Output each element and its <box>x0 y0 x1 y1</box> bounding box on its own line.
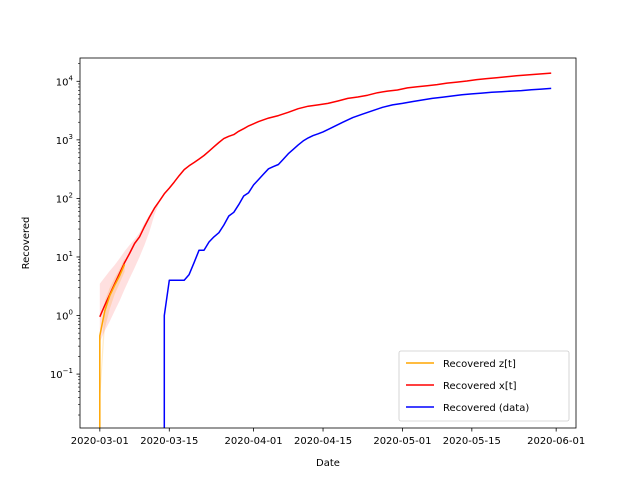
legend-box <box>398 350 570 422</box>
y-tick-label: 10−1 <box>50 367 73 381</box>
series-line-0 <box>99 264 126 428</box>
x-tick-label: 2020-04-01 <box>225 436 283 447</box>
band-1 <box>99 200 160 343</box>
y-tick-label: 100 <box>56 309 73 323</box>
y-tick-label: 101 <box>56 250 73 264</box>
y-tick-label: 103 <box>56 133 73 147</box>
y-tick-label: 104 <box>56 74 74 88</box>
x-tick-label: 2020-05-15 <box>443 436 501 447</box>
y-tick-label: 102 <box>56 191 73 205</box>
legend-label-data: Recovered (data) <box>443 403 529 414</box>
x-tick-label: 2020-05-01 <box>373 436 431 447</box>
x-tick-label: 2020-04-15 <box>294 436 352 447</box>
x-tick-label: 2020-06-01 <box>527 436 585 447</box>
x-axis-title: Date <box>316 458 340 469</box>
series-line-2 <box>163 87 552 428</box>
plot-frame <box>79 57 577 429</box>
x-tick-label: 2020-03-15 <box>140 436 198 447</box>
y-axis-ticks: 10−1 100 101 102 103 104 <box>50 63 80 416</box>
legend-label-z: Recovered z[t] <box>443 359 516 370</box>
x-tick-label: 2020-03-01 <box>71 436 129 447</box>
legend: Recovered z[t] Recovered x[t] Recovered … <box>398 350 570 422</box>
x-axis-ticks: 2020-03-01 2020-03-15 2020-04-01 2020-04-15… <box>71 428 585 447</box>
series-line-1 <box>99 72 552 318</box>
series-lines <box>99 72 552 428</box>
legend-label-x: Recovered x[t] <box>443 381 517 392</box>
y-axis-title: Recovered <box>21 217 32 270</box>
